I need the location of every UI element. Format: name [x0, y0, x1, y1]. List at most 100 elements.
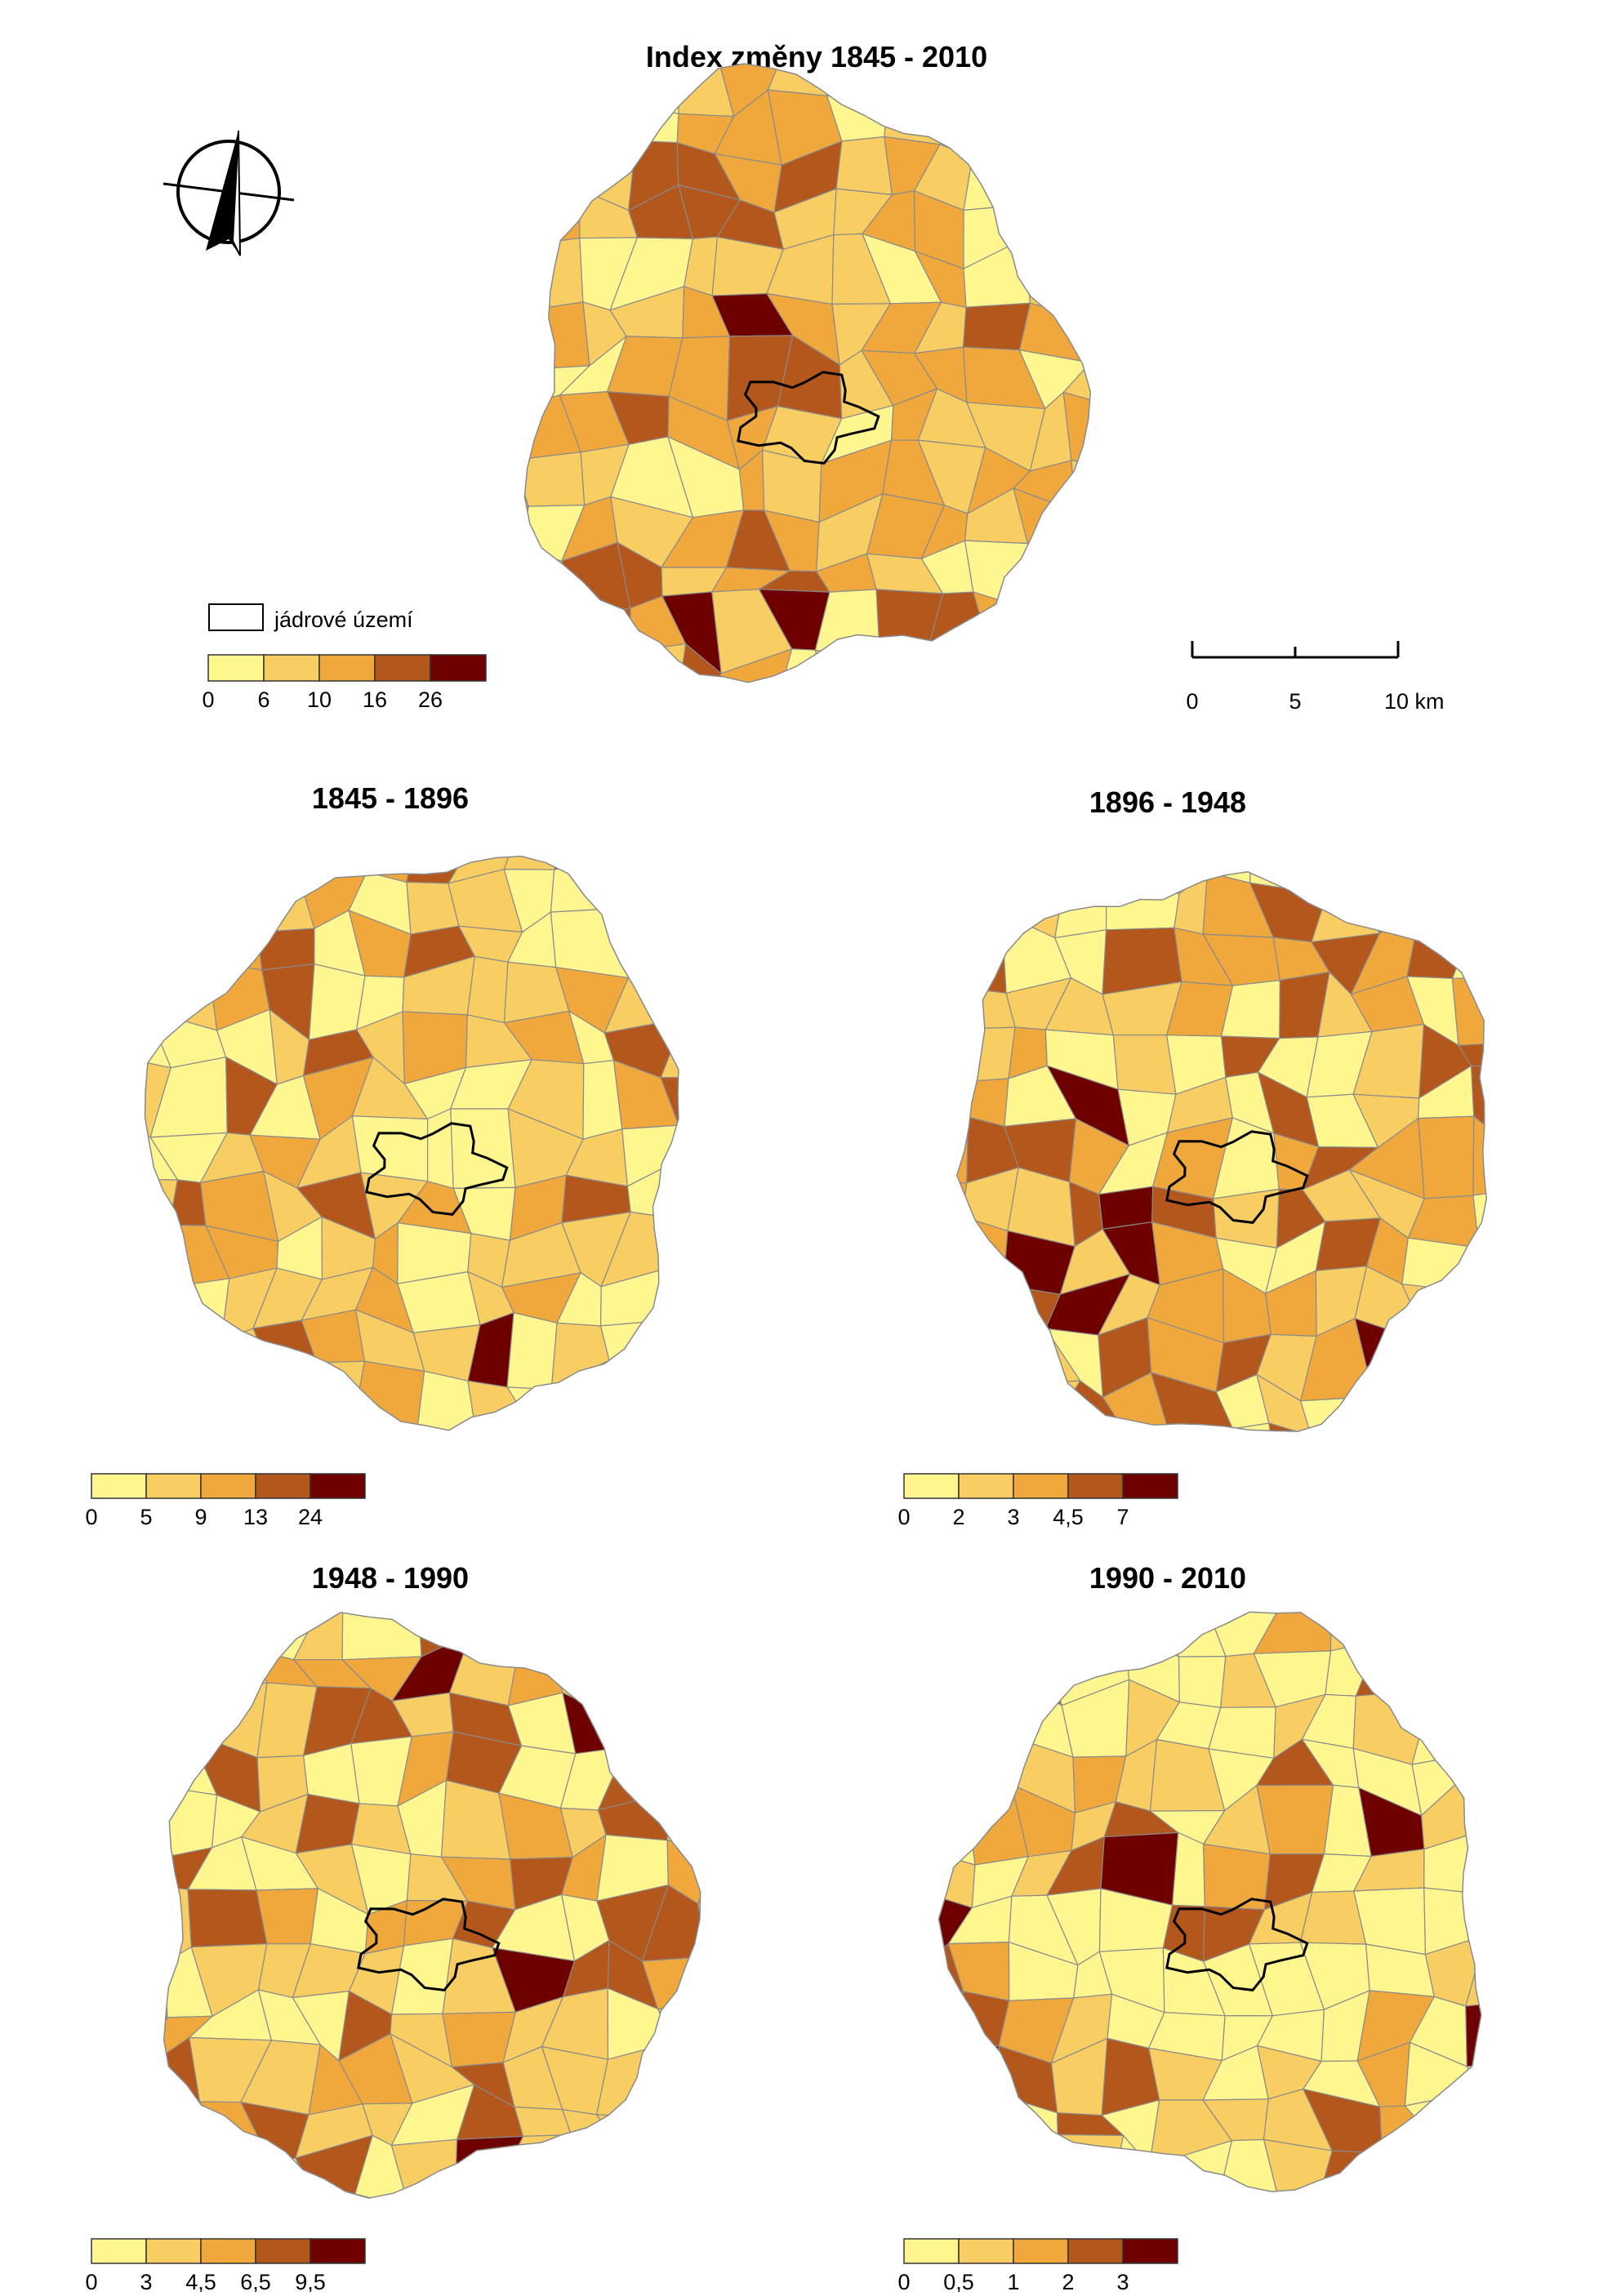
region: [100, 1787, 162, 1858]
region: [1134, 643, 1186, 724]
legend-label: 6: [257, 687, 269, 712]
region: [507, 1313, 557, 1390]
region: [1468, 1694, 1536, 1755]
region: [501, 2253, 563, 2292]
region: [1013, 1381, 1080, 1429]
region: [1209, 1423, 1277, 1480]
region: [751, 2089, 821, 2164]
region: [915, 1116, 969, 1183]
legend-label: 13: [243, 1505, 268, 1529]
legend-swatch: [146, 2239, 201, 2263]
region: [85, 1984, 167, 2067]
region: [1502, 1738, 1579, 1814]
region: [94, 1370, 148, 1422]
region: [780, 928, 826, 983]
region: [652, 983, 732, 1018]
region: [1130, 191, 1199, 259]
region: [899, 1030, 959, 1090]
legend-label: 0: [85, 1505, 97, 1529]
region: [675, 2042, 715, 2119]
region: [1351, 825, 1404, 880]
region: [211, 832, 269, 883]
region: [1522, 819, 1586, 890]
region: [755, 1733, 803, 1795]
region: [658, 741, 724, 812]
region: [563, 2110, 620, 2147]
region: [581, 763, 633, 817]
region: [220, 2141, 272, 2210]
region: [663, 1364, 730, 1438]
region: [459, 1591, 518, 1657]
region: [1518, 1637, 1577, 1705]
region: [892, 747, 934, 802]
region: [752, 1311, 831, 1380]
region: [716, 1631, 762, 1689]
region: [467, 956, 508, 1022]
region: [1113, 1035, 1176, 1095]
region: [1026, 38, 1094, 103]
legend-label: 26: [418, 687, 443, 712]
region: [1321, 2151, 1382, 2188]
legend-swatch: [91, 2239, 146, 2263]
region: [1569, 1849, 1621, 1902]
region: [299, 812, 381, 877]
region: [1327, 811, 1361, 895]
legend-swatch: [256, 2239, 310, 2263]
region: [462, 543, 529, 593]
region: [912, 1217, 963, 1290]
region: [898, 1689, 955, 1750]
region: [648, 2192, 719, 2246]
region: [628, 907, 665, 983]
region: [1565, 1170, 1617, 1235]
region: [819, 753, 893, 820]
region: [1140, 348, 1193, 414]
region: [1170, 1429, 1233, 1478]
region: [1502, 1688, 1570, 1739]
region: [964, 157, 1039, 210]
region: [775, 868, 826, 934]
region: [1351, 873, 1420, 934]
region: [1014, 817, 1064, 887]
region: [1140, 413, 1190, 470]
region: [1380, 2106, 1436, 2153]
legend-swatch: [1013, 2239, 1068, 2263]
region: [973, 592, 1048, 663]
region: [708, 698, 777, 774]
region: [1577, 1272, 1615, 1349]
region: [502, 1591, 554, 1657]
region: [1518, 1479, 1587, 1536]
region: [949, 2087, 1004, 2150]
region: [560, 38, 617, 118]
region: [652, 2141, 706, 2216]
legend-label: 3: [1007, 1505, 1019, 1529]
legend-label: 24: [298, 1505, 323, 1529]
region: [950, 1680, 1015, 1751]
region: [1569, 1233, 1616, 1286]
region: [955, 1637, 1014, 1701]
region: [1018, 695, 1085, 759]
region: [710, 754, 777, 796]
region: [836, 137, 892, 195]
region: [1508, 1272, 1579, 1350]
region: [1312, 2238, 1367, 2293]
choropleth-map: [94, 803, 834, 1542]
region: [676, 1266, 715, 1319]
region: [1464, 1832, 1527, 1894]
region: [652, 2085, 715, 2151]
region: [757, 1578, 826, 1649]
region: [667, 1746, 718, 1806]
region: [752, 1077, 835, 1114]
legend-label: 6,5: [240, 2270, 271, 2292]
region: [1273, 1469, 1314, 1546]
region: [1135, 296, 1195, 354]
region: [1056, 812, 1129, 887]
map-title: 1948 - 1990: [312, 1561, 469, 1595]
region: [276, 1363, 320, 1443]
region: [948, 1942, 1009, 2001]
region: [1464, 1892, 1527, 1938]
region: [197, 1649, 267, 1696]
region: [91, 1886, 165, 1963]
region: [655, 1216, 733, 1290]
legend-label: 0: [897, 2270, 910, 2292]
legend-swatch: [264, 655, 319, 681]
